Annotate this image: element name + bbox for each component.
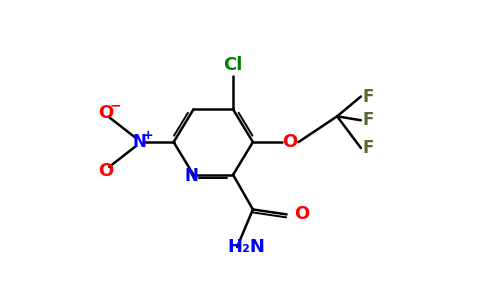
Text: F: F <box>363 111 374 129</box>
Text: O: O <box>98 162 113 180</box>
Text: −: − <box>109 98 121 112</box>
Text: O: O <box>294 206 310 224</box>
Text: +: + <box>143 129 153 142</box>
Text: F: F <box>363 88 374 106</box>
Text: O: O <box>282 133 297 151</box>
Text: N: N <box>184 167 198 185</box>
Text: Cl: Cl <box>224 56 243 74</box>
Text: F: F <box>363 139 374 157</box>
Text: N: N <box>132 133 146 151</box>
Text: H₂N: H₂N <box>227 238 265 256</box>
Text: O: O <box>98 104 113 122</box>
